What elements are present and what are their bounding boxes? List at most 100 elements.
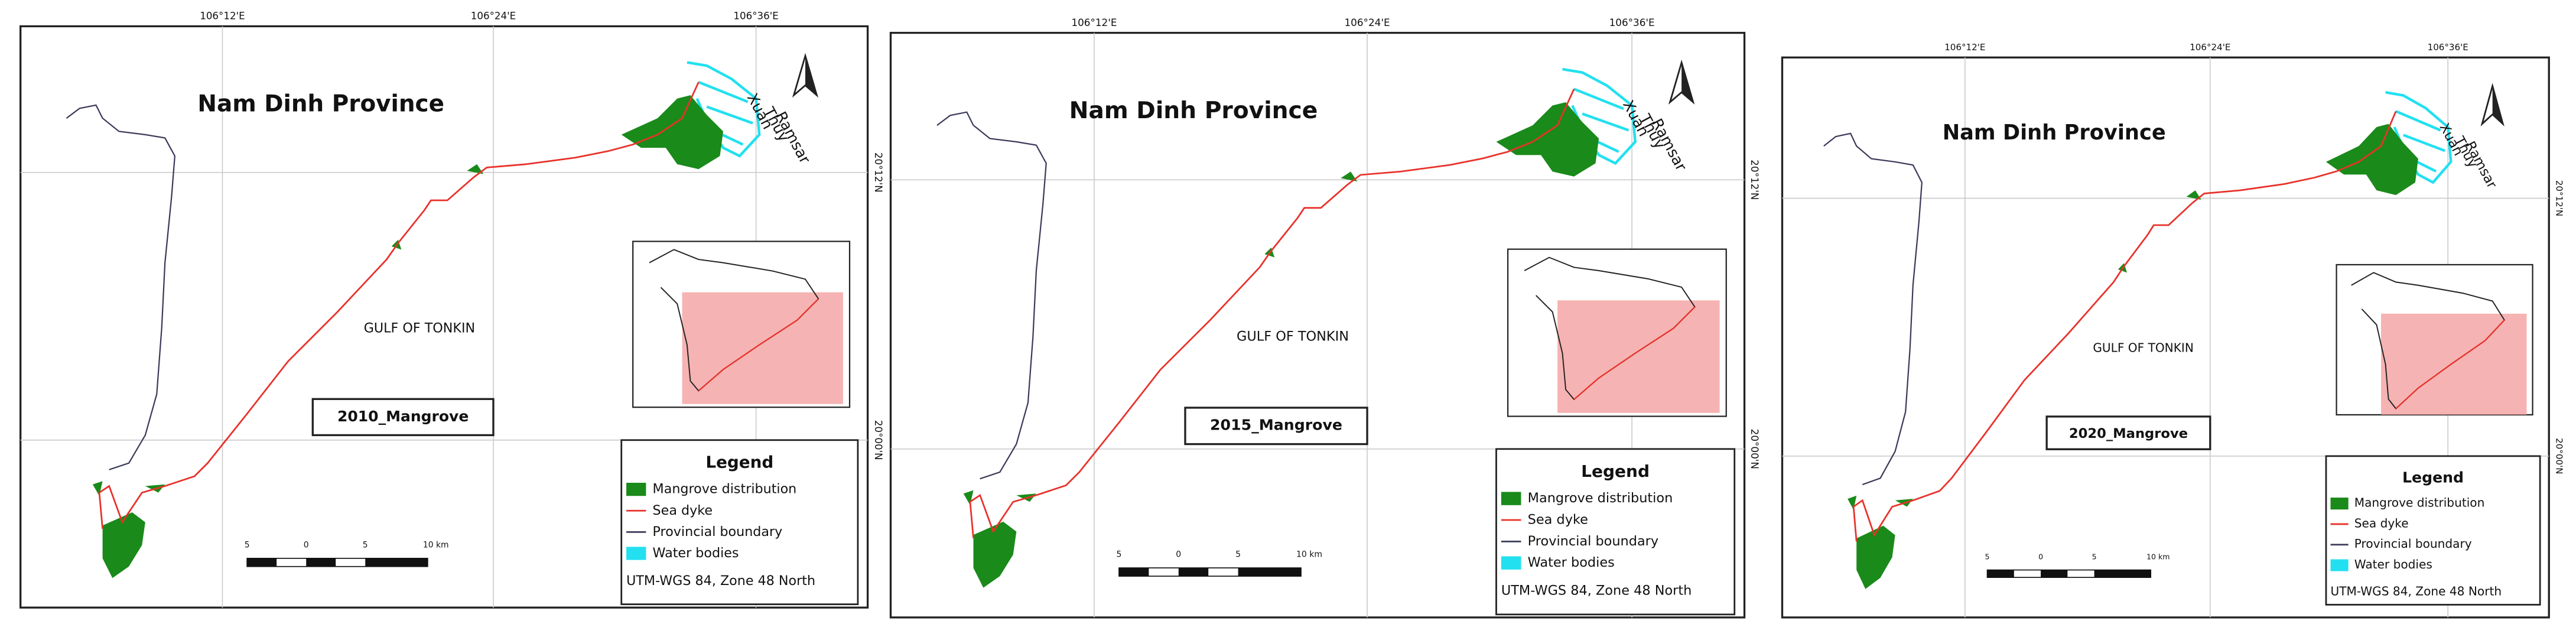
mangrove-patch [2186, 190, 2201, 200]
sea-dyke [98, 82, 700, 529]
lon-tick-label: 106°24'E [2190, 42, 2230, 53]
lat-tick-label: 20°00'N [2554, 438, 2564, 474]
province-title: Nam Dinh Province [1943, 121, 2166, 145]
legend-note: UTM-WGS 84, Zone 48 North [2331, 584, 2502, 599]
legend-box [2325, 455, 2541, 606]
scale-label: 10 km [2146, 552, 2170, 561]
lon-tick-label: 106°24'E [471, 10, 516, 21]
lon-tick-label: 106°12'E [200, 10, 245, 21]
scale-bar-segment [2094, 570, 2151, 578]
map-panel: 106°12'E 106°24'E 106°36'E 20°12'N 20°00'N Na… [1781, 42, 2564, 619]
water-body [706, 105, 753, 125]
water-body [2402, 134, 2445, 152]
map-label: 2020_Mangrove [2069, 426, 2188, 441]
legend-label: Provincial boundary [2354, 537, 2472, 551]
legend-label: Mangrove distribution [1528, 490, 1673, 506]
legend-swatch [2330, 498, 2349, 510]
lon-tick-label: 106°36'E [1609, 17, 1655, 28]
map-panel: 106°12'E 106°24'E 106°36'E 20°12'N 20°00'N Na… [889, 17, 1761, 619]
lon-tick-label: 106°12'E [1944, 42, 1985, 53]
scale-label: 5 [2092, 552, 2097, 561]
mangrove-patch [1848, 495, 1857, 510]
scale-bar-segment [1118, 568, 1149, 577]
legend-label: Mangrove distribution [653, 482, 797, 497]
province-title: Nam Dinh Province [1069, 98, 1318, 124]
lat-tick-label: 20°00'N [873, 420, 884, 460]
map-label-box [311, 398, 495, 437]
legend-label: Water bodies [1528, 555, 1615, 570]
scale-bar-segment [1178, 568, 1209, 577]
provincial-boundary [66, 104, 176, 470]
legend-label: Sea dyke [653, 503, 713, 518]
legend-title: Legend [1581, 462, 1650, 481]
legend-label: Mangrove distribution [2354, 496, 2485, 510]
water-body [1573, 87, 1624, 110]
inset-extent [682, 292, 843, 404]
scale-bar-segment [2041, 570, 2068, 578]
scale-label: 5 [1235, 550, 1241, 560]
province-title: Nam Dinh Province [197, 90, 444, 117]
scale-label: 5 [1117, 550, 1122, 560]
legend-label: Water bodies [2354, 557, 2432, 571]
legend-swatch [626, 547, 646, 560]
mangrove-patch [102, 512, 145, 578]
sea-label: GULF OF TONKIN [2093, 340, 2194, 355]
mangrove-patch [2325, 124, 2418, 196]
north-arrow-half [1681, 62, 1693, 102]
legend-swatch [2330, 559, 2349, 571]
legend-title: Legend [705, 453, 773, 472]
provincial-boundary [1823, 132, 1923, 486]
lat-tick-label: 20°12'N [873, 152, 884, 193]
inset-extent [2381, 313, 2527, 415]
legend-title: Legend [2402, 469, 2464, 486]
scale-label: 5 [363, 541, 368, 550]
inset-dyke [1573, 306, 1696, 400]
lat-tick-label: 20°12'N [2554, 180, 2564, 216]
scale-label: 0 [2038, 552, 2043, 561]
map-label: 2015_Mangrove [1210, 417, 1342, 434]
scale-bar-segment [247, 558, 277, 567]
lon-tick-label: 106°12'E [1071, 17, 1117, 28]
scale-bar-segment [1238, 568, 1302, 577]
sea-label: GULF OF TONKIN [1237, 329, 1349, 344]
legend-box [620, 439, 859, 606]
lat-tick-label: 20°00'N [1749, 429, 1761, 469]
scale-label: 5 [1985, 552, 1990, 561]
water-body [698, 80, 749, 103]
scale-label: 5 [245, 541, 250, 550]
sea-label: GULF OF TONKIN [364, 320, 475, 336]
north-arrow-half [805, 56, 817, 96]
inset-extent [1557, 300, 1720, 413]
water-body [2395, 110, 2441, 132]
sea-dyke [1852, 110, 2397, 542]
map-label: 2010_Mangrove [337, 408, 469, 425]
legend-label: Provincial boundary [1528, 534, 1658, 549]
legend-box [1495, 448, 1736, 616]
scale-label: 0 [1176, 550, 1181, 560]
sea-dyke [969, 89, 1575, 538]
inset-dyke [2395, 319, 2505, 410]
mangrove-patch [621, 95, 724, 170]
legend-label: Sea dyke [1528, 512, 1588, 528]
scale-label: 10 km [1296, 550, 1322, 560]
legend-note: UTM-WGS 84, Zone 48 North [626, 573, 815, 589]
inset-dyke [698, 298, 819, 392]
lon-tick-label: 106°36'E [733, 10, 778, 21]
lat-tick-label: 20°12'N [1749, 160, 1761, 200]
provincial-boundary [936, 111, 1047, 480]
map-label-box [1184, 407, 1368, 446]
water-body [1582, 112, 1629, 132]
scale-bar-segment [365, 558, 428, 567]
legend-swatch [1501, 556, 1521, 570]
scale-bar-segment [306, 558, 336, 567]
scale-bar-segment [1987, 570, 2014, 578]
north-arrow-half [2492, 86, 2503, 124]
legend-note: UTM-WGS 84, Zone 48 North [1501, 583, 1692, 599]
mangrove-patch [1496, 102, 1599, 177]
mangrove-patch [963, 490, 974, 505]
mangrove-patch [467, 164, 484, 174]
legend-label: Water bodies [653, 545, 739, 561]
map-panel: 106°12'E 106°24'E 106°36'E 20°12'N 20°00'N Na… [19, 10, 884, 609]
